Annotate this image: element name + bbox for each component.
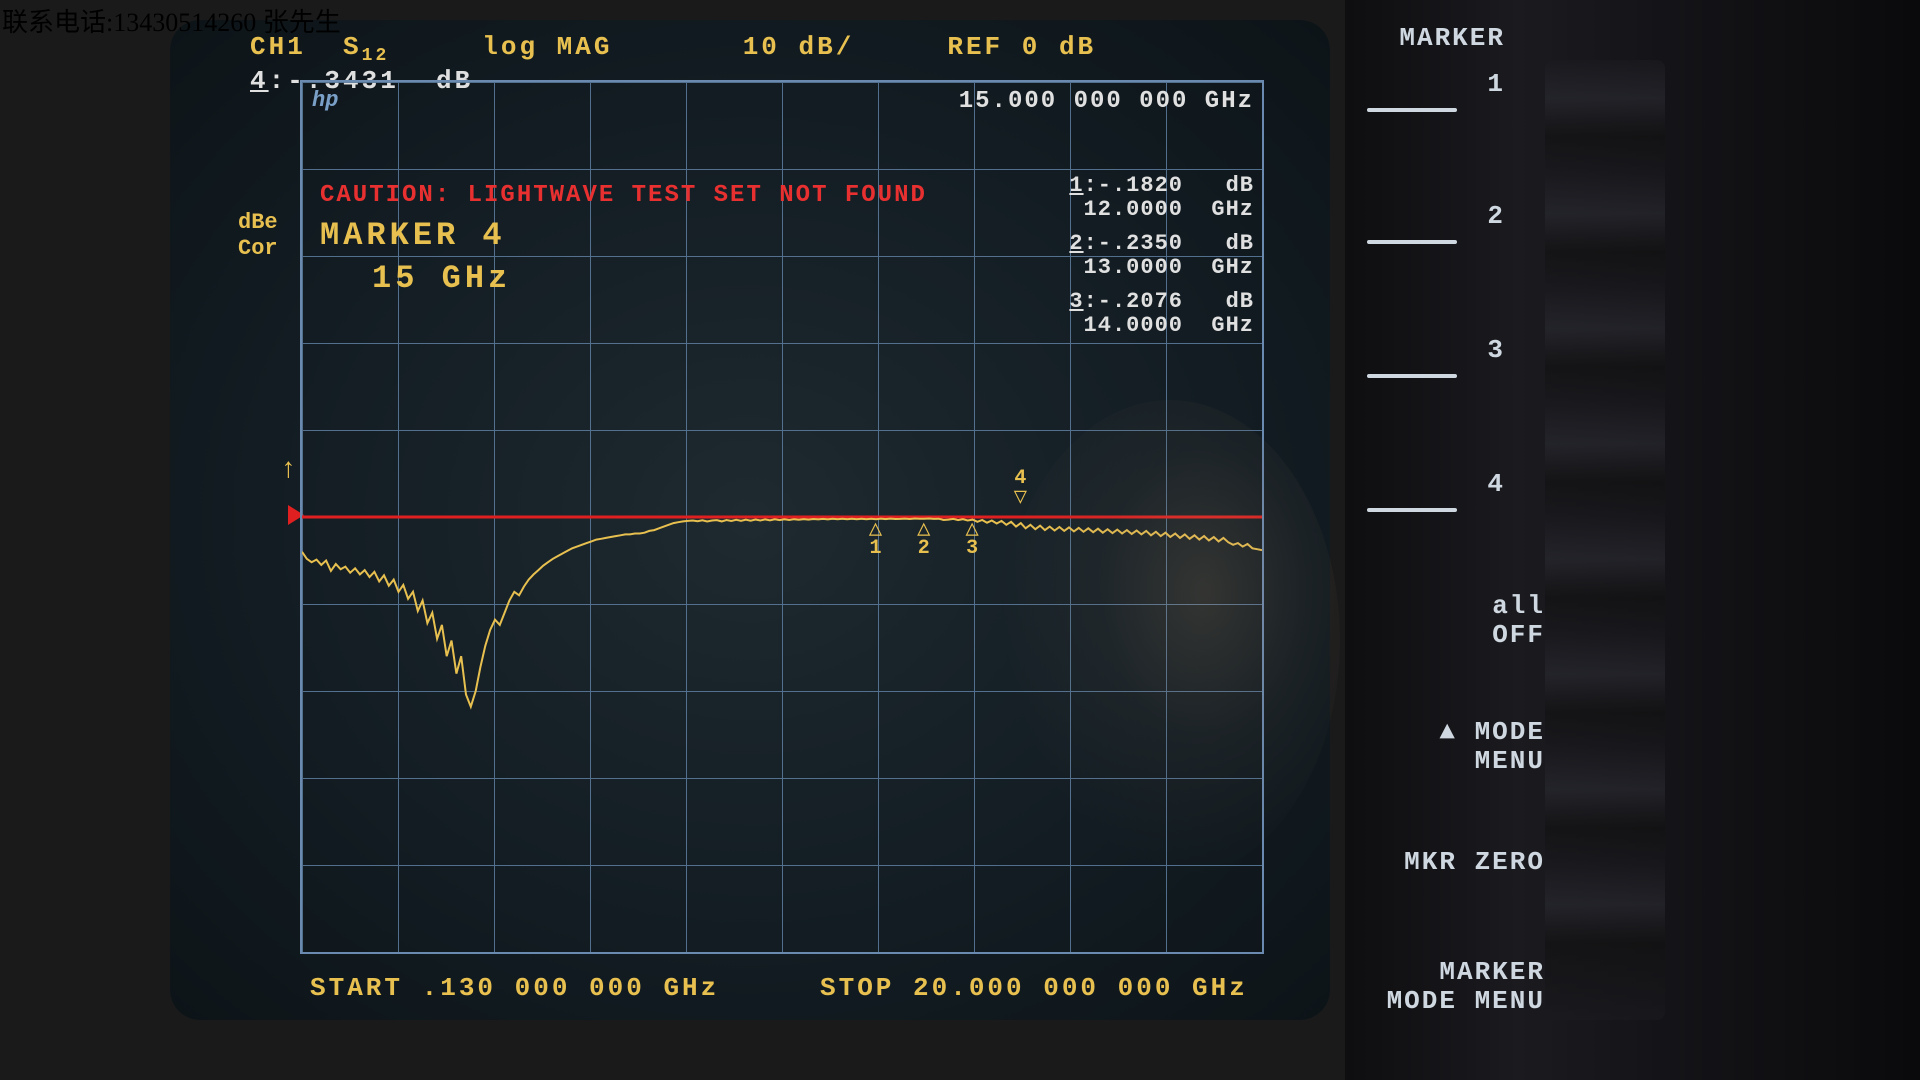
dbe-label: dBe [238,210,278,235]
marker-readout-1: 1:-.1820 dB 12.0000 GHz [1069,174,1254,222]
softkey-marker-2[interactable]: 2 [1365,202,1505,231]
softkey-line-icon [1367,508,1457,512]
softkey-marker-1[interactable]: 1 [1365,70,1505,99]
softkey-marker-4[interactable]: 4 [1365,470,1505,499]
top-frequency: 15.000 000 000 GHz [959,88,1254,115]
sparam-label: S12 [343,32,389,66]
format-label: log MAG [482,32,612,62]
softkey-line-icon [1367,374,1457,378]
marker-3-icon: △3 [960,521,984,559]
softkey-line-icon [1367,240,1457,244]
ref-up-arrow-icon: ↑ [280,455,297,486]
marker-1-icon: △1 [863,521,887,559]
softkey-marker-3[interactable]: 3 [1365,336,1505,365]
analyzer-screen: CH1 S12 log MAG 10 dB/ REF 0 dB 4:-.3431… [170,20,1330,1020]
marker-readout-3: 3:-.2076 dB 14.0000 GHz [1069,290,1254,338]
right-bezel: MARKER 1 2 3 4 all OFF ▲ MODE MENU MKR ZERO MAR… [1345,0,1920,1080]
caution-message: CAUTION: LIGHTWAVE TEST SET NOT FOUND [320,182,927,209]
start-frequency: START .130 000 000 GHz [310,973,719,1003]
plot-grid: hp 15.000 000 000 GHz CAUTION: LIGHTWAVE… [300,80,1264,954]
softkey-mkr-zero[interactable]: MKR ZERO [1365,848,1545,877]
marker-title: MARKER 4 [320,217,506,254]
softkey-line-icon [1367,108,1457,112]
marker-2-icon: △2 [912,521,936,559]
ref-label: REF 0 dB [947,32,1096,62]
scale-label: 10 dB/ [743,32,855,62]
hp-logo: hp [312,88,338,113]
marker-frequency: 15 GHz [372,260,511,297]
softkey-marker-mode-menu[interactable]: MARKER MODE MENU [1365,958,1545,1015]
marker-readout-2: 2:-.2350 dB 13.0000 GHz [1069,232,1254,280]
softkey-title: MARKER [1365,24,1505,53]
physical-button-column[interactable] [1545,60,1665,1020]
cor-label: Cor [238,236,278,261]
contact-watermark: 联系电话:13430514260 张先生 [2,2,341,39]
stop-frequency: STOP 20.000 000 000 GHz [820,973,1248,1003]
softkey-all-off[interactable]: all OFF [1365,592,1545,649]
softkey-mode-menu[interactable]: ▲ MODE MENU [1365,718,1545,775]
marker-4-icon: 4▽ [1008,469,1032,507]
